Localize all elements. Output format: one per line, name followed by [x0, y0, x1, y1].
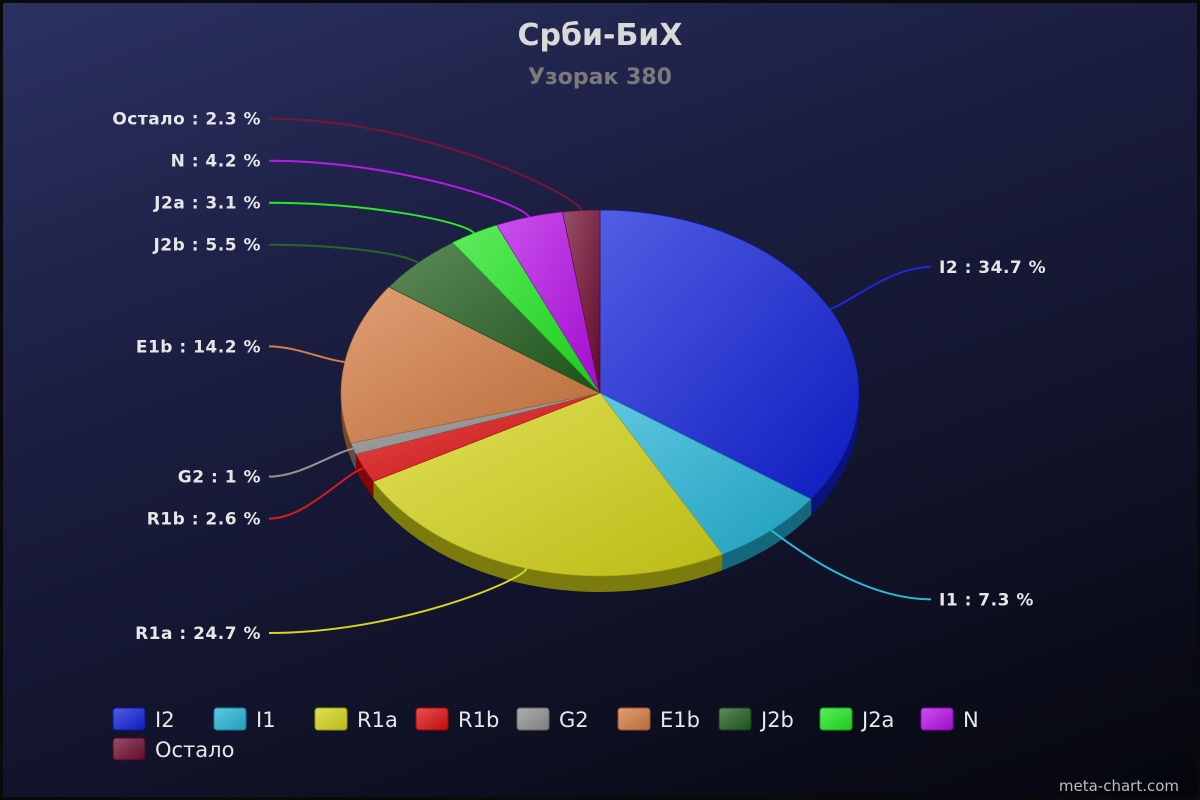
- leader-line-g2: [268, 447, 354, 478]
- legend-swatch: [920, 707, 954, 731]
- leader-line-i2: [829, 265, 932, 311]
- legend-swatch: [718, 707, 752, 731]
- slice-side-i1: [722, 499, 812, 571]
- legend-swatch: [112, 707, 146, 731]
- legend-item-n[interactable]: N: [920, 707, 979, 732]
- slice-side-r1b: [355, 454, 374, 498]
- pie-labels: I2 : 34.7 % I1 : 7.3 % Остало : 2.3 % N : 4…: [112, 110, 1046, 644]
- legend-label: Остало: [155, 738, 234, 762]
- slice-side-r1a: [373, 481, 723, 592]
- legend-item-e1b[interactable]: E1b: [617, 707, 700, 732]
- legend-label: J2b: [759, 708, 794, 732]
- slice-label-j2b: J2b : 5.5 %: [152, 236, 261, 256]
- legend-item-r1b[interactable]: R1b: [415, 707, 499, 732]
- slice-i2[interactable]: [599, 209, 860, 500]
- legend: I2 I1 R1a R1b G2 E1b J2b J2a N Остало: [112, 707, 979, 762]
- legend-label: G2: [559, 708, 589, 732]
- legend-label: N: [963, 708, 979, 732]
- legend-label: E1b: [660, 708, 700, 732]
- legend-swatch: [617, 707, 651, 731]
- leader-line-j2b: [268, 243, 419, 264]
- slice-side-i2: [811, 393, 859, 516]
- leader-line-j2a: [268, 201, 475, 234]
- watermark: meta-chart.com: [1059, 777, 1179, 795]
- slice-label-r1b: R1b : 2.6 %: [147, 510, 261, 530]
- legend-label: R1a: [357, 708, 398, 732]
- legend-label: I2: [155, 708, 175, 732]
- legend-swatch: [112, 737, 146, 761]
- slice-item-9[interactable]: [562, 209, 601, 394]
- slice-label-j2a: J2a : 3.1 %: [153, 194, 261, 214]
- legend-item-r1a[interactable]: R1a: [314, 707, 398, 732]
- legend-item-j2b[interactable]: J2b: [718, 707, 794, 732]
- leader-line-n: [268, 159, 530, 218]
- pie-chart: Срби-БиХ Узорак 380 I2 : 34.7 % I1 : 7.3 …: [112, 18, 1179, 795]
- slice-label-e1b: E1b : 14.2 %: [136, 337, 261, 357]
- legend-swatch: [213, 707, 247, 731]
- slice-i1[interactable]: [599, 392, 812, 555]
- legend-swatch: [415, 707, 449, 731]
- pie-depth: [341, 393, 859, 592]
- slice-label-n: N : 4.2 %: [171, 152, 261, 172]
- leader-line-r1b: [268, 467, 365, 520]
- legend-item-i1[interactable]: I1: [213, 707, 276, 732]
- legend-swatch: [819, 707, 853, 731]
- slice-label-i2: I2 : 34.7 %: [939, 258, 1046, 278]
- slice-r1a[interactable]: [372, 392, 723, 577]
- legend-swatch: [516, 707, 550, 731]
- leader-line-r1a: [268, 567, 528, 634]
- slice-label-item-9: Остало : 2.3 %: [112, 110, 261, 130]
- pie-leader-lines: [268, 117, 932, 634]
- pie-slices: [340, 209, 860, 577]
- slice-label-r1a: R1a : 24.7 %: [135, 624, 261, 644]
- slice-label-g2: G2 : 1 %: [178, 468, 261, 488]
- legend-label: R1b: [458, 708, 499, 732]
- legend-item-i2[interactable]: I2: [112, 707, 175, 732]
- chart-subtitle: Узорак 380: [528, 65, 672, 90]
- slice-side-e1b: [341, 393, 351, 460]
- legend-label: J2a: [860, 708, 894, 732]
- legend-item-item-9[interactable]: Остало: [112, 737, 234, 762]
- legend-swatch: [314, 707, 348, 731]
- legend-label: I1: [256, 708, 276, 732]
- legend-item-j2a[interactable]: J2a: [819, 707, 894, 732]
- leader-line-e1b: [268, 345, 345, 363]
- legend-item-g2[interactable]: G2: [516, 707, 589, 732]
- slice-label-i1: I1 : 7.3 %: [939, 590, 1034, 610]
- chart-title: Срби-БиХ: [518, 18, 683, 53]
- leader-line-item-9: [268, 117, 583, 211]
- leader-line-i1: [770, 529, 932, 601]
